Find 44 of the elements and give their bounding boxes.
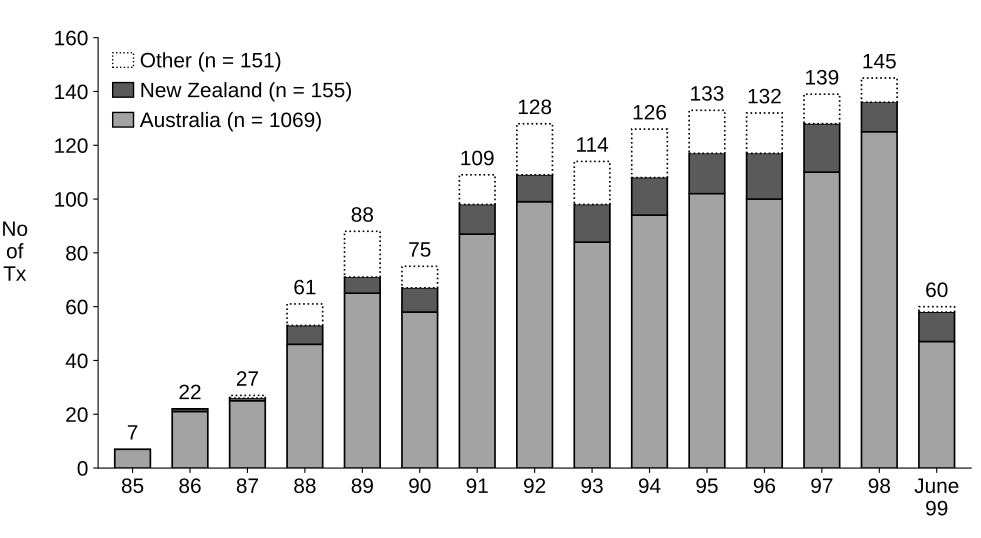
y-tick-label: 40 xyxy=(66,353,88,368)
y-tick-label: 20 xyxy=(66,407,88,422)
y-tick-label: 60 xyxy=(66,300,88,314)
legend-label: Other (n = 151) xyxy=(140,52,280,72)
x-tick-label: 90 xyxy=(409,478,431,494)
total-label: 126 xyxy=(634,104,666,120)
legend-label: Australia (n = 1069) xyxy=(140,112,321,132)
x-tick-label: June 99 xyxy=(914,478,958,516)
total-label: 145 xyxy=(863,54,896,69)
x-tick-label: 98 xyxy=(868,478,890,494)
total-label: 109 xyxy=(461,150,494,166)
x-tick-label: 86 xyxy=(179,478,201,494)
total-label: 88 xyxy=(352,207,374,222)
total-label: 132 xyxy=(748,88,781,104)
total-label: 22 xyxy=(179,384,201,400)
x-tick-label: 87 xyxy=(236,478,258,494)
total-label: 7 xyxy=(128,425,138,440)
total-label: 61 xyxy=(294,280,316,294)
total-label: 128 xyxy=(518,99,552,114)
total-label: 139 xyxy=(806,70,838,85)
y-tick-label: 100 xyxy=(55,192,88,207)
total-label: 60 xyxy=(926,282,948,298)
x-tick-label: 89 xyxy=(352,478,373,494)
total-label: 75 xyxy=(409,242,430,257)
x-tick-label: 95 xyxy=(696,478,718,494)
x-tick-label: 92 xyxy=(524,478,546,494)
legend-label: New Zealand (n = 155) xyxy=(141,82,351,102)
y-tick-label: 0 xyxy=(78,461,88,476)
x-tick-label: 91 xyxy=(466,478,488,494)
x-tick-label: 93 xyxy=(581,478,603,494)
y-axis-title: No of Tx xyxy=(3,221,28,281)
total-label: 114 xyxy=(577,137,608,152)
x-tick-label: 85 xyxy=(122,478,144,494)
x-tick-label: 97 xyxy=(811,478,832,494)
x-tick-label: 94 xyxy=(638,478,661,494)
total-label: 133 xyxy=(691,86,724,101)
total-label: 27 xyxy=(236,371,258,386)
bar xyxy=(228,394,266,399)
x-tick-label: 88 xyxy=(294,478,316,494)
x-tick-label: 96 xyxy=(754,478,776,494)
y-tick-label: 80 xyxy=(66,246,88,261)
y-tick-label: 120 xyxy=(55,138,88,154)
y-tick-label: 160 xyxy=(55,30,88,46)
y-tick-label: 140 xyxy=(55,84,88,100)
